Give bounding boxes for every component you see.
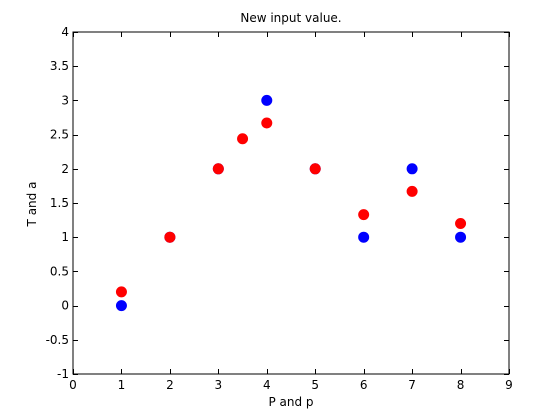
- y-tick-label: -1: [57, 367, 69, 381]
- y-tick-label: -0.5: [46, 333, 69, 347]
- data-point: [309, 163, 321, 175]
- plot-area: [72, 31, 510, 375]
- plot-box: [72, 31, 510, 375]
- x-tick-label: 6: [360, 378, 368, 392]
- data-point: [212, 163, 224, 175]
- y-tick-label: 1.5: [50, 196, 69, 210]
- series-2: [115, 117, 467, 298]
- x-tick-label: 1: [118, 378, 126, 392]
- data-point: [455, 231, 467, 243]
- data-point: [358, 209, 370, 221]
- data-point: [261, 94, 273, 106]
- data-point: [406, 185, 418, 197]
- y-axis-label: T and a: [25, 182, 39, 228]
- data-points: [115, 94, 467, 312]
- data-point: [164, 231, 176, 243]
- data-point: [406, 163, 418, 175]
- y-tick-label: 0: [61, 299, 69, 313]
- data-point: [237, 133, 249, 145]
- x-axis-label: P and p: [268, 395, 313, 409]
- x-tick-label: 3: [215, 378, 223, 392]
- x-tick-label: 9: [505, 378, 513, 392]
- x-axis: 0 1 2 3 4 5 6 7 8 9: [69, 32, 513, 392]
- y-tick-label: 3: [61, 93, 69, 107]
- y-axis: -1 -0.5 0 0.5 1 1.5 2 2.5 3 3.5 4: [46, 25, 509, 381]
- x-tick-label: 8: [457, 378, 465, 392]
- data-point: [358, 231, 370, 243]
- y-tick-label: 0.5: [50, 264, 69, 278]
- y-tick-label: 2.5: [50, 128, 69, 142]
- chart-title: New input value.: [240, 11, 341, 25]
- x-tick-label: 5: [311, 378, 319, 392]
- y-tick-label: 4: [61, 25, 69, 39]
- data-point: [261, 117, 273, 129]
- x-tick-label: 4: [263, 378, 271, 392]
- data-point: [455, 218, 467, 230]
- x-tick-label: 0: [69, 378, 77, 392]
- y-tick-label: 3.5: [50, 59, 69, 73]
- x-tick-label: 2: [166, 378, 174, 392]
- x-tick-label: 7: [408, 378, 416, 392]
- data-point: [115, 286, 127, 298]
- data-point: [115, 300, 127, 312]
- y-tick-label: 1: [61, 230, 69, 244]
- y-tick-label: 2: [61, 162, 69, 176]
